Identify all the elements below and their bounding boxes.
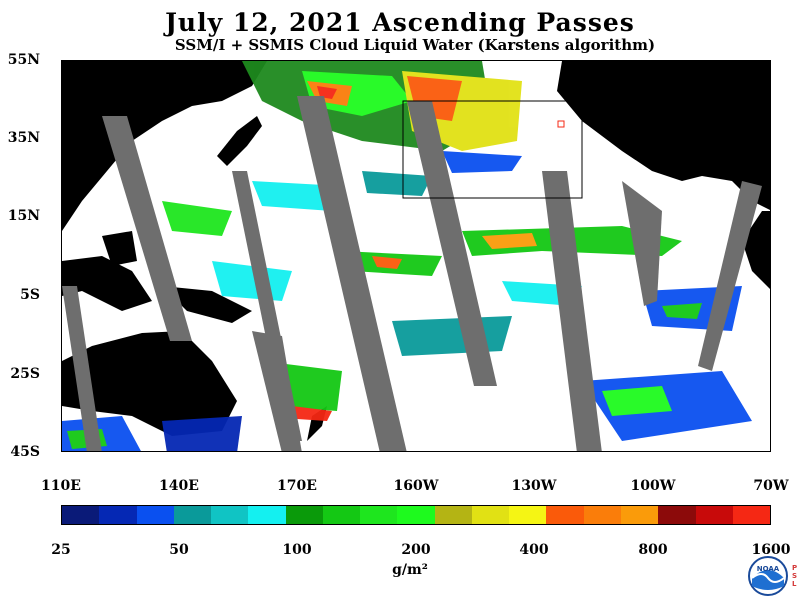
lon-label-140e: 140E <box>159 478 199 494</box>
colorbar-swatch <box>285 506 323 524</box>
colorbar-tick-label: 200 <box>401 542 431 558</box>
land-japan <box>217 116 262 166</box>
colorbar-swatch <box>62 506 100 524</box>
map-panel <box>61 60 771 452</box>
noaa-logo-text: NOAA <box>757 565 780 573</box>
land-asia <box>62 61 267 231</box>
lon-label-100w: 100W <box>630 478 676 494</box>
colorbar-tick-label: 25 <box>51 542 71 558</box>
lon-label-70w: 70W <box>753 478 789 494</box>
lat-label-35n: 35N <box>7 130 40 146</box>
colorbar-tick-label: 100 <box>282 542 312 558</box>
lat-label-25s: 25S <box>10 366 40 382</box>
colorbar-swatch <box>211 506 249 524</box>
colorbar-swatch <box>509 506 547 524</box>
colorbar-swatch <box>248 506 286 524</box>
region-box <box>402 100 583 199</box>
colorbar-tick-label: 400 <box>519 542 549 558</box>
land-north-america <box>557 61 770 210</box>
colorbar-tick-label: 50 <box>169 542 189 558</box>
colorbar-swatch <box>434 506 472 524</box>
lon-label-160w: 160W <box>393 478 439 494</box>
lat-label-45s: 45S <box>10 444 40 460</box>
colorbar <box>61 505 771 525</box>
colorbar-swatch <box>322 506 361 524</box>
colorbar-swatch <box>695 506 733 524</box>
map-title: July 12, 2021 Ascending Passes <box>165 8 635 37</box>
swath-gap-layer <box>62 96 762 451</box>
colorbar-swatch <box>360 506 398 524</box>
colorbar-swatch <box>732 506 771 524</box>
land-australia <box>62 331 237 436</box>
land-new-guinea <box>162 286 252 323</box>
colorbar-swatch <box>546 506 584 524</box>
lon-label-170e: 170E <box>277 478 317 494</box>
lon-label-110e: 110E <box>41 478 81 494</box>
colorbar-swatch <box>136 506 174 524</box>
land-layer <box>62 61 770 441</box>
land-borneo <box>102 231 137 266</box>
colorbar-swatch <box>620 506 659 524</box>
colorbar-swatch <box>99 506 137 524</box>
lat-label-15n: 15N <box>7 208 40 224</box>
colorbar-swatch <box>397 506 435 524</box>
colorbar-swatch <box>658 506 696 524</box>
colorbar-tick-label: 1600 <box>751 542 791 558</box>
lon-label-130w: 130W <box>511 478 557 494</box>
lat-label-55n: 55N <box>7 52 40 68</box>
noaa-logo-icon: NOAA <box>748 556 788 596</box>
land-indonesia-1 <box>62 256 152 311</box>
colorbar-swatch <box>173 506 212 524</box>
map-subtitle: SSM/I + SSMIS Cloud Liquid Water (Karste… <box>174 36 656 54</box>
colorbar-units: g/m² <box>392 562 428 578</box>
map-canvas <box>62 61 770 451</box>
colorbar-swatch <box>471 506 510 524</box>
lat-label-5s: 5S <box>20 287 40 303</box>
station-marker <box>557 120 565 128</box>
colorbar-swatch <box>583 506 621 524</box>
colorbar-tick-label: 800 <box>638 542 668 558</box>
